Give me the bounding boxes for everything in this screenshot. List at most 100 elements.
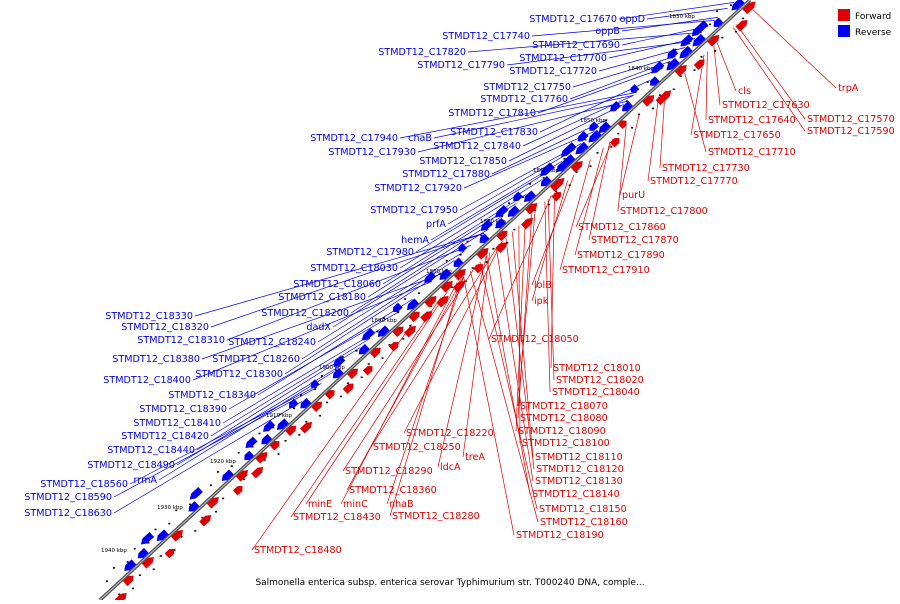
axis-tick-mark <box>542 177 545 179</box>
reverse-gene-label: STMDT12_C18300 <box>195 369 283 380</box>
reverse-gene-arrow <box>621 100 633 112</box>
forward-gene-arrow <box>299 421 313 434</box>
forward-gene-arrow <box>452 280 465 293</box>
reverse-gene-arrow <box>667 48 679 59</box>
leader-line <box>251 324 412 551</box>
leader-line <box>386 276 464 505</box>
gene-arrows <box>114 0 756 604</box>
forward-gene-arrow <box>496 230 508 242</box>
axis-tick-mark <box>409 324 412 327</box>
axis-tick-mark <box>471 267 474 269</box>
leader-line <box>463 131 595 189</box>
axis-tick-mark <box>575 171 578 173</box>
reverse-gene-arrow <box>261 433 273 445</box>
axis-tick-mark <box>563 157 566 160</box>
leader-line <box>350 215 504 314</box>
gene-labels: STMDT12_C17670 oppDoppBSTMDT12_C17740STMD… <box>24 14 894 556</box>
axis-tick-mark <box>298 434 301 436</box>
reverse-gene-arrow <box>560 142 577 157</box>
forward-gene-label: STMDT12_C17860 <box>578 222 666 233</box>
leader-line <box>617 126 627 212</box>
reverse-gene-arrow <box>377 325 390 337</box>
axis-tick-mark <box>485 261 488 263</box>
kbp-tick-label: 1830 kbp <box>669 14 695 20</box>
leader-line <box>194 233 484 317</box>
reverse-gene-label: rrmA <box>134 475 158 486</box>
forward-gene-label: STMDT12_C17650 <box>693 130 781 141</box>
axis-tick-mark <box>568 184 571 187</box>
forward-gene-label: purU <box>622 190 645 201</box>
leader-line <box>618 2 735 20</box>
genome-axis-highlight <box>99 0 751 601</box>
axis-tick-mark <box>326 401 329 404</box>
forward-gene-arrow <box>199 514 212 527</box>
reverse-gene-label: STMDT12_C17850 <box>419 156 507 167</box>
reverse-gene-arrow <box>156 529 169 541</box>
kbp-tick-label: 1870 kbp <box>480 219 506 225</box>
reverse-gene-label: STMDT12_C18240 <box>228 337 316 348</box>
reverse-gene-arrow <box>480 219 493 231</box>
reverse-gene-arrow <box>523 190 537 202</box>
leader-line <box>192 281 433 381</box>
axis-tick-mark <box>152 568 155 571</box>
axis-tick-mark <box>277 453 280 455</box>
reverse-gene-arrow <box>439 268 452 280</box>
axis-tick-mark <box>729 4 732 6</box>
leader-line <box>228 311 400 410</box>
axis-tick-mark <box>360 376 363 379</box>
forward-gene-arrow <box>235 470 249 482</box>
forward-gene-label: STMDT12_C17910 <box>562 265 650 276</box>
leader-line <box>447 149 576 225</box>
axis-tick-mark <box>230 465 233 467</box>
forward-gene-arrow <box>655 90 672 106</box>
axis-tick-mark <box>625 100 628 102</box>
kbp-tick-label: 1930 kbp <box>157 505 183 511</box>
forward-gene-arrow <box>742 1 756 15</box>
forward-gene-label: STMDT12_C18280 <box>392 511 480 522</box>
axis-tick-mark <box>258 432 261 435</box>
forward-gene-arrow <box>269 441 280 451</box>
reverse-gene-arrow <box>245 436 258 449</box>
reverse-gene-arrow <box>300 397 312 409</box>
leader-line <box>572 56 676 88</box>
reverse-gene-label: STMDT12_C18260 <box>212 354 300 365</box>
reverse-gene-arrow <box>358 343 370 355</box>
axis-tick-mark <box>674 48 677 51</box>
reverse-gene-arrow <box>610 101 622 112</box>
forward-gene-arrow <box>440 281 453 293</box>
forward-gene-arrow <box>324 390 335 400</box>
reverse-gene-arrow <box>731 0 745 11</box>
axis-tick-mark <box>397 311 400 314</box>
axis-tick-mark <box>658 94 661 97</box>
forward-gene-arrow <box>164 548 175 559</box>
axis-tick-mark <box>263 459 266 461</box>
axis-tick-mark <box>402 338 405 340</box>
axis-tick-mark <box>319 414 322 417</box>
reverse-gene-arrow <box>588 129 602 143</box>
forward-gene-label: STMDT12_C17590 <box>807 126 895 137</box>
forward-gene-label: lolB <box>534 280 552 291</box>
axis-tick-mark <box>506 242 509 244</box>
leader-line <box>201 275 439 360</box>
reverse-gene-arrow <box>679 45 693 59</box>
reverse-gene-label: STMDT12_C17840 <box>433 141 521 152</box>
reverse-gene-arrow <box>288 398 299 409</box>
axis-tick-mark <box>168 522 171 525</box>
reverse-gene-label: prfA <box>426 219 446 230</box>
reverse-gene-label: STMDT12_C17670 <box>529 14 617 25</box>
leader-line <box>389 279 461 517</box>
axis-tick-mark <box>300 394 303 396</box>
axis-tick-mark <box>716 10 719 12</box>
reverse-gene-label: STMDT12_C18180 <box>278 292 366 303</box>
reverse-gene-arrow <box>713 17 724 27</box>
reverse-gene-label: chaB <box>408 133 432 144</box>
axis-tick-mark <box>445 259 448 262</box>
forward-gene-arrow <box>693 59 705 70</box>
leader-line <box>305 291 448 505</box>
axis-tick-mark <box>272 426 275 429</box>
reverse-gene-label: STMDT12_C17820 <box>378 47 466 58</box>
leader-line <box>226 245 472 341</box>
reverse-gene-arrow <box>507 205 520 217</box>
reverse-gene-arrow <box>495 204 509 218</box>
